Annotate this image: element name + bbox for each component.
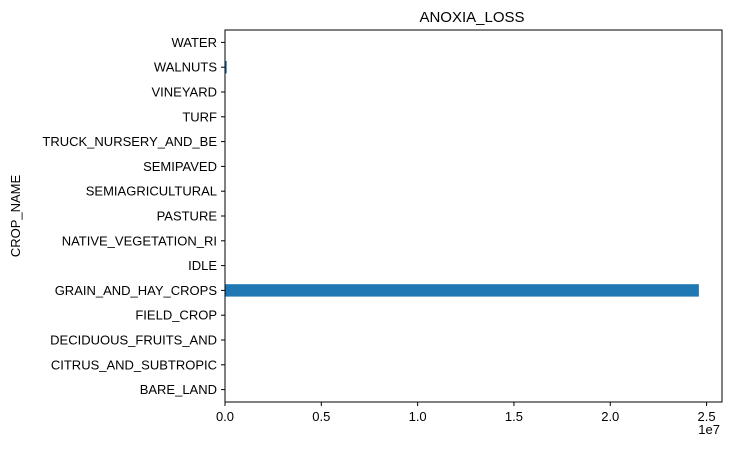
bar (225, 61, 227, 74)
y-tick-label: PASTURE (157, 209, 218, 224)
y-tick-label: WALNUTS (154, 60, 217, 75)
x-tick-label: 2.0 (601, 409, 619, 424)
x-axis-offset-label: 1e7 (698, 422, 720, 437)
x-tick-label: 1.0 (409, 409, 427, 424)
y-tick-label: WATER (172, 35, 218, 50)
y-tick-label: TURF (182, 109, 217, 124)
y-tick-label: SEMIAGRICULTURAL (86, 184, 217, 199)
x-tick-label: 0.0 (216, 409, 234, 424)
y-tick-label: CITRUS_AND_SUBTROPIC (51, 357, 217, 372)
y-tick-label: DECIDUOUS_FRUITS_AND (50, 333, 217, 348)
axis-ticks: BARE_LAND CITRUS_AND_SUBTROPIC DECIDUOUS_F… (42, 35, 715, 424)
x-tick-label: 0.5 (312, 409, 330, 424)
bars (225, 61, 699, 297)
plot-area-frame (224, 29, 723, 403)
chart-title: ANOXIA_LOSS (419, 9, 524, 26)
y-tick-label: IDLE (188, 258, 217, 273)
y-tick-label: SEMIPAVED (143, 159, 217, 174)
y-tick-label: NATIVE_VEGETATION_RI (62, 233, 217, 248)
x-tick-label: 2.5 (698, 409, 716, 424)
y-tick-label: BARE_LAND (140, 382, 217, 397)
y-tick-label: FIELD_CROP (135, 308, 217, 323)
y-tick-label: GRAIN_AND_HAY_CROPS (55, 283, 218, 298)
x-tick-label: 1.5 (505, 409, 523, 424)
y-axis-label: CROP_NAME (8, 175, 23, 258)
y-tick-label: VINEYARD (152, 85, 218, 100)
y-tick-label: TRUCK_NURSERY_AND_BE (42, 134, 217, 149)
bar (225, 284, 699, 297)
